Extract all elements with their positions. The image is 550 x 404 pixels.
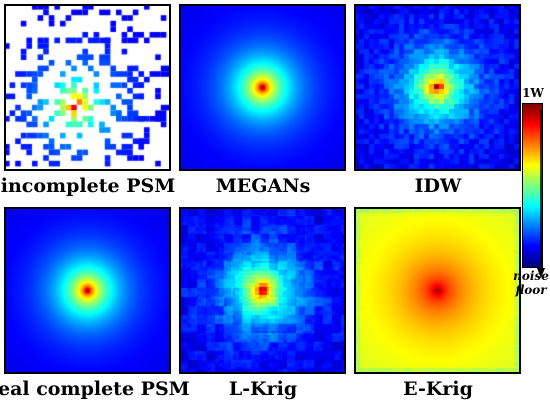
panel-frame — [354, 4, 521, 171]
colorbar-arrow-icon — [537, 110, 545, 278]
caption-real-complete-psm: real complete PSM — [0, 378, 190, 400]
panel-real-complete-psm — [4, 207, 171, 374]
panel-idw — [354, 4, 521, 171]
heatmap-l-krig — [179, 207, 346, 374]
panel-frame — [4, 4, 171, 171]
panel-frame — [4, 207, 171, 374]
caption-l-krig: L-Krig — [228, 378, 298, 400]
panel-incomplete-psm — [4, 4, 171, 171]
caption-incomplete-psm: incomplete PSM — [0, 175, 176, 197]
caption-idw: IDW — [414, 175, 462, 197]
colorbar-min-label-line2: floor — [515, 283, 547, 297]
panel-e-krig — [354, 207, 521, 374]
panel-megans — [179, 4, 346, 171]
heatmap-e-krig — [354, 207, 521, 374]
panel-l-krig — [179, 207, 346, 374]
heatmap-real-complete-psm — [4, 207, 171, 374]
caption-e-krig: E-Krig — [403, 378, 473, 400]
heatmap-incomplete-psm — [4, 4, 171, 171]
panel-frame — [179, 4, 346, 171]
panel-frame — [354, 207, 521, 374]
colorbar-max-label: 1W — [522, 86, 544, 100]
heatmap-megans — [179, 4, 346, 171]
caption-megans: MEGANs — [215, 175, 311, 197]
colorbar-min-label: noise floor — [512, 269, 550, 297]
panel-frame — [179, 207, 346, 374]
colorbar — [522, 103, 543, 268]
colorbar-min-label-line1: noise — [513, 269, 549, 283]
heatmap-idw — [354, 4, 521, 171]
